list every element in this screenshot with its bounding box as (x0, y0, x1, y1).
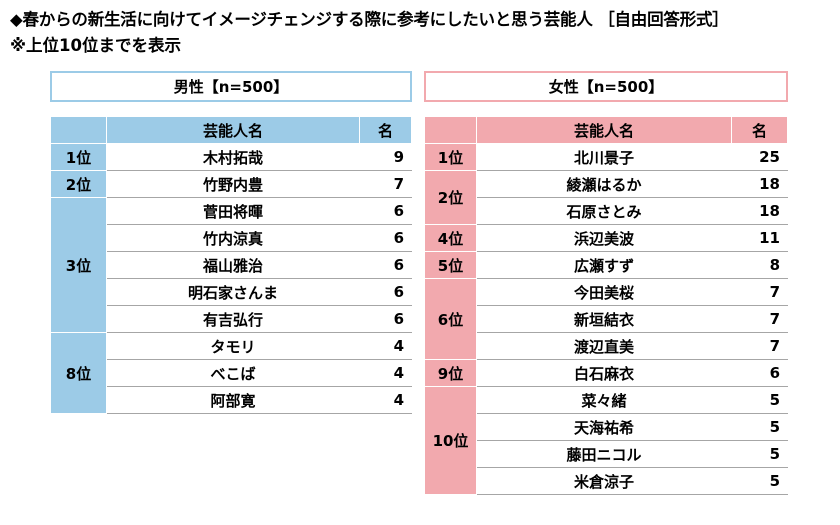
table-row: 米倉涼子 5 (425, 467, 788, 495)
celebrity-name: タモリ (106, 332, 360, 360)
female-header: 女性【n=500】 (424, 71, 788, 102)
rank-cell: 10位 (424, 386, 477, 495)
celebrity-name: 綾瀬はるか (476, 170, 732, 198)
vote-count: 7 (359, 170, 412, 198)
table-row: 4位 浜辺美波 11 (424, 224, 788, 252)
vote-count: 4 (359, 359, 412, 387)
table-row: 2位 綾瀬はるか 18 (424, 170, 788, 225)
female-count-header: 名 (731, 116, 788, 144)
celebrity-name: べこば (106, 359, 360, 387)
rank-cell: 2位 (424, 170, 477, 225)
vote-count: 8 (731, 251, 788, 279)
rank-cell: 2位 (50, 170, 107, 198)
vote-count: 5 (731, 440, 788, 468)
vote-count: 18 (731, 197, 788, 225)
table-row: 阿部寛 4 (51, 386, 412, 414)
vote-count: 6 (359, 305, 412, 333)
vote-count: 4 (359, 332, 412, 360)
celebrity-name: 渡辺直美 (476, 332, 732, 360)
vote-count: 6 (359, 224, 412, 252)
celebrity-name: 浜辺美波 (476, 224, 732, 252)
vote-count: 25 (731, 143, 788, 171)
table-row: 有吉弘行 6 (51, 305, 412, 333)
table-row: 渡辺直美 7 (425, 332, 788, 360)
celebrity-name: 白石麻衣 (476, 359, 732, 387)
celebrity-name: 菅田将暉 (106, 197, 360, 225)
celebrity-name: 明石家さんま (106, 278, 360, 306)
male-name-header: 芸能人名 (106, 116, 360, 144)
rank-cell: 3位 (50, 197, 107, 333)
male-ranking-table: 芸能人名 名 1位 木村拓哉 9 2位 竹野内豊 7 3位 菅田将暉 6 竹内涼真 6 福山雅治 6 明石… (50, 116, 412, 414)
celebrity-name: 竹内涼真 (106, 224, 360, 252)
table-row: 8位 タモリ 4 (50, 332, 412, 414)
table-row: 1位 木村拓哉 9 (50, 143, 412, 171)
table-row: 2位 竹野内豊 7 (50, 170, 412, 198)
vote-count: 4 (359, 386, 412, 414)
celebrity-name: 今田美桜 (476, 278, 732, 306)
table-row: 藤田ニコル 5 (425, 440, 788, 468)
vote-count: 6 (359, 278, 412, 306)
male-table-body: 1位 木村拓哉 9 2位 竹野内豊 7 3位 菅田将暉 6 竹内涼真 6 福山雅治 6 明石家さんま 6 有吉… (50, 143, 412, 414)
female-table-header-row: 芸能人名 名 (424, 116, 788, 144)
vote-count: 18 (731, 170, 788, 198)
page-title: ◆春からの新生活に向けてイメージチェンジする際に参考にしたいと思う芸能人 ［自由… (10, 10, 729, 29)
rank-cell: 1位 (424, 143, 477, 171)
rank-cell: 5位 (424, 251, 477, 279)
vote-count: 5 (731, 467, 788, 495)
celebrity-name: 福山雅治 (106, 251, 360, 279)
table-row: 福山雅治 6 (51, 251, 412, 279)
male-ranking-panel: 男性【n=500】 芸能人名 名 1位 木村拓哉 9 2位 竹野内豊 7 3位 菅田将暉 6 竹内… (50, 71, 412, 414)
vote-count: 9 (359, 143, 412, 171)
table-row: 石原さとみ 18 (425, 197, 788, 225)
vote-count: 7 (731, 305, 788, 333)
table-row: 9位 白石麻衣 6 (424, 359, 788, 387)
rank-cell: 8位 (50, 332, 107, 414)
table-row: 6位 今田美桜 7 (424, 278, 788, 360)
male-rank-header (50, 116, 107, 144)
celebrity-name: 北川景子 (476, 143, 732, 171)
celebrity-name: 有吉弘行 (106, 305, 360, 333)
female-rank-header (424, 116, 477, 144)
vote-count: 6 (359, 197, 412, 225)
celebrity-name: 新垣結衣 (476, 305, 732, 333)
vote-count: 6 (731, 359, 788, 387)
vote-count: 7 (731, 278, 788, 306)
vote-count: 6 (359, 251, 412, 279)
celebrity-name: 阿部寛 (106, 386, 360, 414)
celebrity-name: 竹野内豊 (106, 170, 360, 198)
table-row: 5位 広瀬すず 8 (424, 251, 788, 279)
table-row: 1位 北川景子 25 (424, 143, 788, 171)
celebrity-name: 米倉涼子 (476, 467, 732, 495)
celebrity-name: 藤田ニコル (476, 440, 732, 468)
celebrity-name: 木村拓哉 (106, 143, 360, 171)
celebrity-name: 広瀬すず (476, 251, 732, 279)
celebrity-name: 天海祐希 (476, 413, 732, 441)
rank-cell: 1位 (50, 143, 107, 171)
page-subtitle: ※上位10位までを表示 (10, 36, 182, 55)
table-row: 天海祐希 5 (425, 413, 788, 441)
table-row: 明石家さんま 6 (51, 278, 412, 306)
table-row: 新垣結衣 7 (425, 305, 788, 333)
female-table-body: 1位 北川景子 25 2位 綾瀬はるか 18 石原さとみ 18 4位 浜辺美波 11 5位 広瀬すず 8 6… (424, 143, 788, 495)
female-ranking-table: 芸能人名 名 1位 北川景子 25 2位 綾瀬はるか 18 石原さとみ 18 4位 浜辺美波 11 5… (424, 116, 788, 495)
vote-count: 5 (731, 413, 788, 441)
table-row: 竹内涼真 6 (51, 224, 412, 252)
rank-cell: 6位 (424, 278, 477, 360)
male-count-header: 名 (359, 116, 412, 144)
female-ranking-panel: 女性【n=500】 芸能人名 名 1位 北川景子 25 2位 綾瀬はるか 18 石原さとみ 1… (424, 71, 788, 495)
vote-count: 5 (731, 386, 788, 414)
rank-cell: 4位 (424, 224, 477, 252)
table-row: 10位 菜々緒 5 (424, 386, 788, 495)
celebrity-name: 菜々緒 (476, 386, 732, 414)
celebrity-name: 石原さとみ (476, 197, 732, 225)
vote-count: 7 (731, 332, 788, 360)
female-name-header: 芸能人名 (476, 116, 732, 144)
male-header: 男性【n=500】 (50, 71, 412, 102)
vote-count: 11 (731, 224, 788, 252)
rank-cell: 9位 (424, 359, 477, 387)
male-table-header-row: 芸能人名 名 (50, 116, 412, 144)
table-row: べこば 4 (51, 359, 412, 387)
table-row: 3位 菅田将暉 6 (50, 197, 412, 333)
